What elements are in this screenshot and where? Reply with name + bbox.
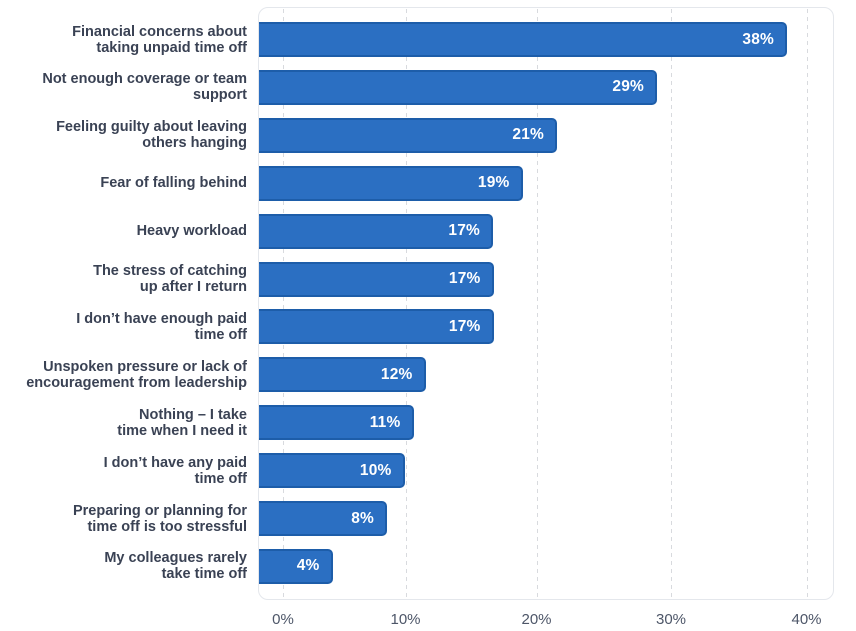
category-label-3: Feeling guilty about leaving others hangi… [56, 119, 247, 152]
bar-12: 4% [259, 548, 333, 584]
bar-value-label: 10% [359, 461, 392, 479]
x-tick-label-30%: 30% [655, 611, 687, 628]
bar-value-label: 17% [448, 222, 480, 240]
bar-value-label: 21% [512, 126, 544, 144]
category-label-10: I don’t have any paid time off [103, 454, 247, 487]
bar-value-label: 29% [612, 78, 644, 96]
x-tick-label-40%: 40% [791, 611, 822, 628]
category-label-11: Preparing or planning for time off is too… [72, 502, 247, 535]
gridline-20% [536, 9, 538, 598]
bar-3: 21% [259, 117, 557, 153]
bar-2: 29% [259, 69, 657, 105]
gridline-40% [806, 9, 808, 598]
bar-7: 17% [259, 309, 494, 345]
bar-value-label: 17% [448, 317, 481, 335]
x-tick-label-20%: 20% [521, 611, 552, 628]
bar-6: 17% [259, 261, 494, 297]
bar-8: 12% [259, 357, 426, 393]
category-label-12: My colleagues rarely take time off [104, 550, 247, 583]
gridline-10% [405, 9, 407, 598]
bar-value-label: 4% [296, 557, 320, 575]
gridline-0% [283, 9, 284, 598]
bar-11: 8% [259, 501, 387, 536]
category-label-5: Heavy workload [136, 223, 247, 240]
category-label-9: Nothing – I take time when I need it [117, 406, 247, 439]
category-label-1: Financial concerns about taking unpaid ti… [72, 23, 247, 56]
bar-value-label: 19% [477, 174, 510, 192]
bar-10: 10% [259, 453, 405, 489]
category-label-7: I don’t have enough paid time off [76, 310, 247, 343]
x-tick-label-10%: 10% [390, 611, 421, 628]
category-label-8: Unspoken pressure or lack of encouragemen… [26, 358, 247, 391]
category-label-2: Not enough coverage or team support [42, 71, 247, 104]
bar-4: 19% [259, 165, 523, 201]
bar-1: 38% [259, 22, 787, 57]
bar-value-label: 11% [369, 413, 401, 431]
bar-9: 11% [259, 405, 414, 441]
bar-value-label: 17% [448, 270, 481, 287]
bar-value-label: 8% [351, 509, 374, 527]
x-tick-label-0%: 0% [272, 611, 294, 628]
bar-value-label: 38% [742, 30, 774, 48]
category-label-6: The stress of catching up after I return [93, 263, 247, 295]
bar-value-label: 12% [380, 365, 413, 383]
category-label-4: Fear of falling behind [100, 175, 247, 192]
gridline-30% [671, 9, 672, 598]
bar-5: 17% [259, 213, 493, 249]
